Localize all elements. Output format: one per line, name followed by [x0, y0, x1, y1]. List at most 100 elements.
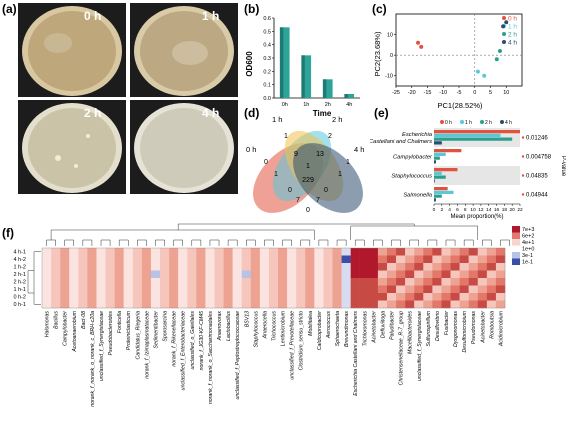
- chart-f-cell: [350, 263, 360, 271]
- chart-f-cell: [150, 293, 161, 301]
- chart-f-cell: [132, 255, 143, 264]
- chart-f-dendrogram-link: [482, 239, 492, 246]
- chart-f-cell: [359, 270, 370, 279]
- chart-f-column-label: Caldicoprobacter: [317, 311, 323, 350]
- chart-f-column-label: Anaerocella: [262, 311, 268, 340]
- chart-f-cell: [305, 255, 315, 264]
- chart-f-cell: [450, 255, 460, 264]
- chart-e-pvalue-marker: [521, 155, 525, 158]
- chart-f-cell: [268, 278, 279, 286]
- chart-f-cell: [87, 285, 97, 294]
- chart-e-bar: [434, 137, 513, 141]
- chart-b-bar-shade: [301, 55, 305, 98]
- chart-f-cell: [51, 248, 61, 256]
- chart-f-cell: [69, 300, 79, 309]
- chart-c-point: [501, 24, 506, 29]
- chart-f-cell: [105, 293, 115, 301]
- chart-f-cell: [105, 278, 115, 286]
- chart-c-point: [416, 40, 421, 45]
- chart-f-cell: [414, 248, 424, 256]
- chart-e-legend-label: 2 h: [485, 120, 492, 126]
- chart-f-legend-label: 4e+1: [522, 240, 534, 246]
- chart-d-region-value: 7: [316, 197, 320, 204]
- chart-e-x-tick-label: 10: [470, 207, 476, 213]
- chart-f-cell: [241, 248, 252, 256]
- chart-b-bar: [301, 55, 312, 98]
- chart-c-point: [494, 57, 499, 62]
- chart-f-cell: [495, 255, 506, 264]
- chart-f-row-label: 4 h-2: [13, 257, 26, 263]
- chart-f-cell: [96, 263, 106, 271]
- chart-f-cell: [96, 293, 106, 301]
- chart-f-cell: [341, 255, 351, 264]
- chart-b-y-tick-label: 0.3: [263, 56, 271, 62]
- chart-f-legend-swatch: [512, 226, 520, 233]
- chart-f-cell: [196, 285, 206, 294]
- chart-f-cell: [169, 248, 179, 256]
- chart-d-region-value: 0: [306, 207, 310, 214]
- chart-f-cell: [87, 270, 97, 279]
- chart-f-cell: [51, 300, 61, 309]
- chart-f-cell: [423, 270, 433, 279]
- chart-b-bar: [322, 79, 333, 98]
- chart-f-cell: [396, 300, 406, 309]
- chart-f-row-label: 1 h-2: [13, 265, 26, 271]
- chart-f-cell: [441, 293, 451, 301]
- chart-e-bar: [434, 187, 448, 191]
- chart-f-cell: [450, 278, 460, 286]
- chart-f-cell: [60, 300, 70, 309]
- chart-e-bar: [434, 130, 520, 134]
- chart-f-column-label: Paludibacter: [390, 311, 396, 340]
- chart-b-y-tick-label: 0.0: [263, 96, 271, 102]
- chart-f-cell: [468, 255, 478, 264]
- chart-f-cell: [341, 293, 351, 301]
- chart-f-cell: [396, 293, 406, 301]
- chart-f-cell: [259, 300, 270, 309]
- chart-f-column-label: Pseudobacteroides: [108, 311, 114, 356]
- chart-f-cell: [150, 278, 161, 286]
- chart-f-cell: [196, 255, 206, 264]
- chart-f-column-label: unclassified_o_Gaiellales: [190, 311, 196, 370]
- chart-f-cell: [486, 300, 497, 309]
- chart-f-dendrogram-link: [191, 239, 202, 246]
- chart-f-legend-label: 7e+3: [522, 227, 534, 233]
- chart-f-cell: [423, 285, 433, 294]
- chart-f-cell: [42, 255, 52, 264]
- chart-f-cell: [314, 270, 324, 279]
- chart-c-x-tick-label: -10: [439, 90, 447, 96]
- chart-f-cell: [450, 248, 460, 256]
- chart-e-bar: [434, 160, 436, 164]
- chart-f-cell: [314, 285, 324, 294]
- chart-f-cell: [223, 270, 233, 279]
- chart-e-bar: [434, 194, 442, 198]
- chart-f-cell: [78, 300, 88, 309]
- chart-f-dendrogram-link: [300, 239, 311, 246]
- chart-f-cell: [396, 248, 406, 256]
- chart-f-cell: [405, 270, 415, 279]
- chart-f-cell: [69, 263, 79, 271]
- chart-f-cell: [69, 255, 79, 264]
- chart-c-point: [504, 20, 509, 25]
- chart-f-column-label: Christensenellaceae_R-7_group: [399, 311, 405, 386]
- chart-f-cell: [114, 285, 124, 294]
- chart-f-cell: [60, 270, 70, 279]
- chart-f-cell: [278, 255, 288, 264]
- chart-f-column-label: Halomonas: [45, 311, 51, 338]
- chart-f-cell: [241, 293, 252, 301]
- chart-f-legend-label: 6e+2: [522, 234, 534, 240]
- chart-f-cell: [114, 293, 124, 301]
- chart-f-column-label: Macellibacteroides: [408, 311, 414, 354]
- chart-f-cell: [486, 285, 497, 294]
- chart-f-column-label: Clostridium_sensu_stricto: [299, 311, 305, 371]
- chart-f-cell: [187, 255, 197, 264]
- chart-e-x-tick-label: 16: [494, 207, 500, 213]
- chart-f-row-dendrogram: [27, 270, 34, 294]
- chart-f-cell: [150, 255, 161, 264]
- chart-e-bar: [434, 179, 435, 183]
- chart-f-cell: [141, 300, 152, 309]
- chart-f-cell: [459, 285, 469, 294]
- chart-d-region-value: 7: [296, 197, 300, 204]
- panel-a-label: (a): [2, 2, 17, 16]
- chart-e-right-label: P-value: [560, 156, 566, 177]
- chart-f-row-label: 1 h-1: [13, 287, 26, 293]
